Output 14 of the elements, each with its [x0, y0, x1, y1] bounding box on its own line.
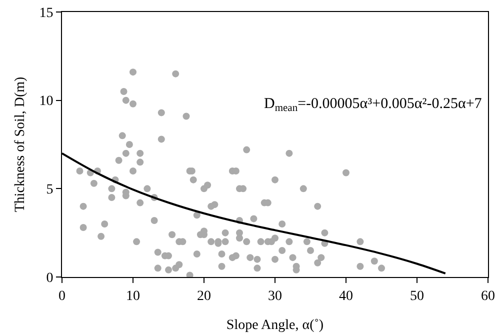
y-tick-label: 15: [39, 6, 54, 21]
x-axis-title: Slope Angle, α(˚): [226, 318, 324, 333]
x-tick-label: 30: [268, 288, 282, 304]
x-tick-label: 60: [481, 288, 495, 304]
x-tick-label: 10: [126, 288, 140, 304]
y-tick-label: 5: [46, 182, 54, 198]
x-tick-label: 40: [339, 288, 353, 304]
x-tick-label: 0: [58, 288, 66, 304]
y-axis-title: Thickness of Soil, D(m): [13, 76, 28, 212]
x-tick-label: 50: [410, 288, 424, 304]
y-tick-label: 0: [46, 270, 54, 286]
annotation: D$_{mean}$=-0.00005α³+0.005α²-0.25α+7: [264, 96, 482, 114]
x-tick-label: 20: [197, 288, 211, 304]
y-tick-label: 10: [39, 94, 54, 110]
